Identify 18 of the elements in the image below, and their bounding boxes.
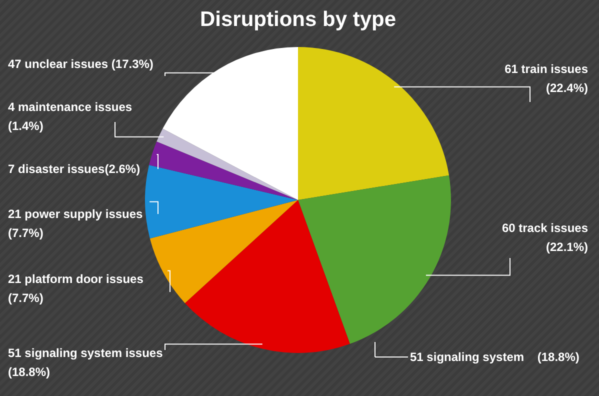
text: 51 signaling system (18.8%) (410, 350, 580, 364)
slice-label: 47 unclear issues (17.3%) (8, 57, 154, 71)
slice-label: 4 maintenance issues (1.4%) (8, 100, 132, 133)
pie-slice (156, 128, 298, 200)
pie-slice (298, 47, 450, 200)
slice-label: 61 train issues (22.4%) (504, 62, 588, 95)
slice-label: 60 track issues (22.1%) (502, 221, 588, 254)
pie-slice (162, 47, 298, 200)
chart-title: Disruptions by type (200, 8, 396, 31)
pie-slice (298, 175, 451, 344)
pie-slice (145, 164, 298, 238)
slice-label: 21 power supply issues (7.7%) (8, 207, 144, 240)
slice-label: 51 signaling system issues (18.8%) (8, 346, 164, 379)
pie-slice (149, 141, 298, 200)
pie-slice (150, 200, 298, 304)
pie-slice (184, 200, 350, 353)
slice-label: 7 disaster issues(2.6%) (8, 162, 140, 176)
slice-label: 21 platform door issues (7.7%) (8, 272, 144, 305)
